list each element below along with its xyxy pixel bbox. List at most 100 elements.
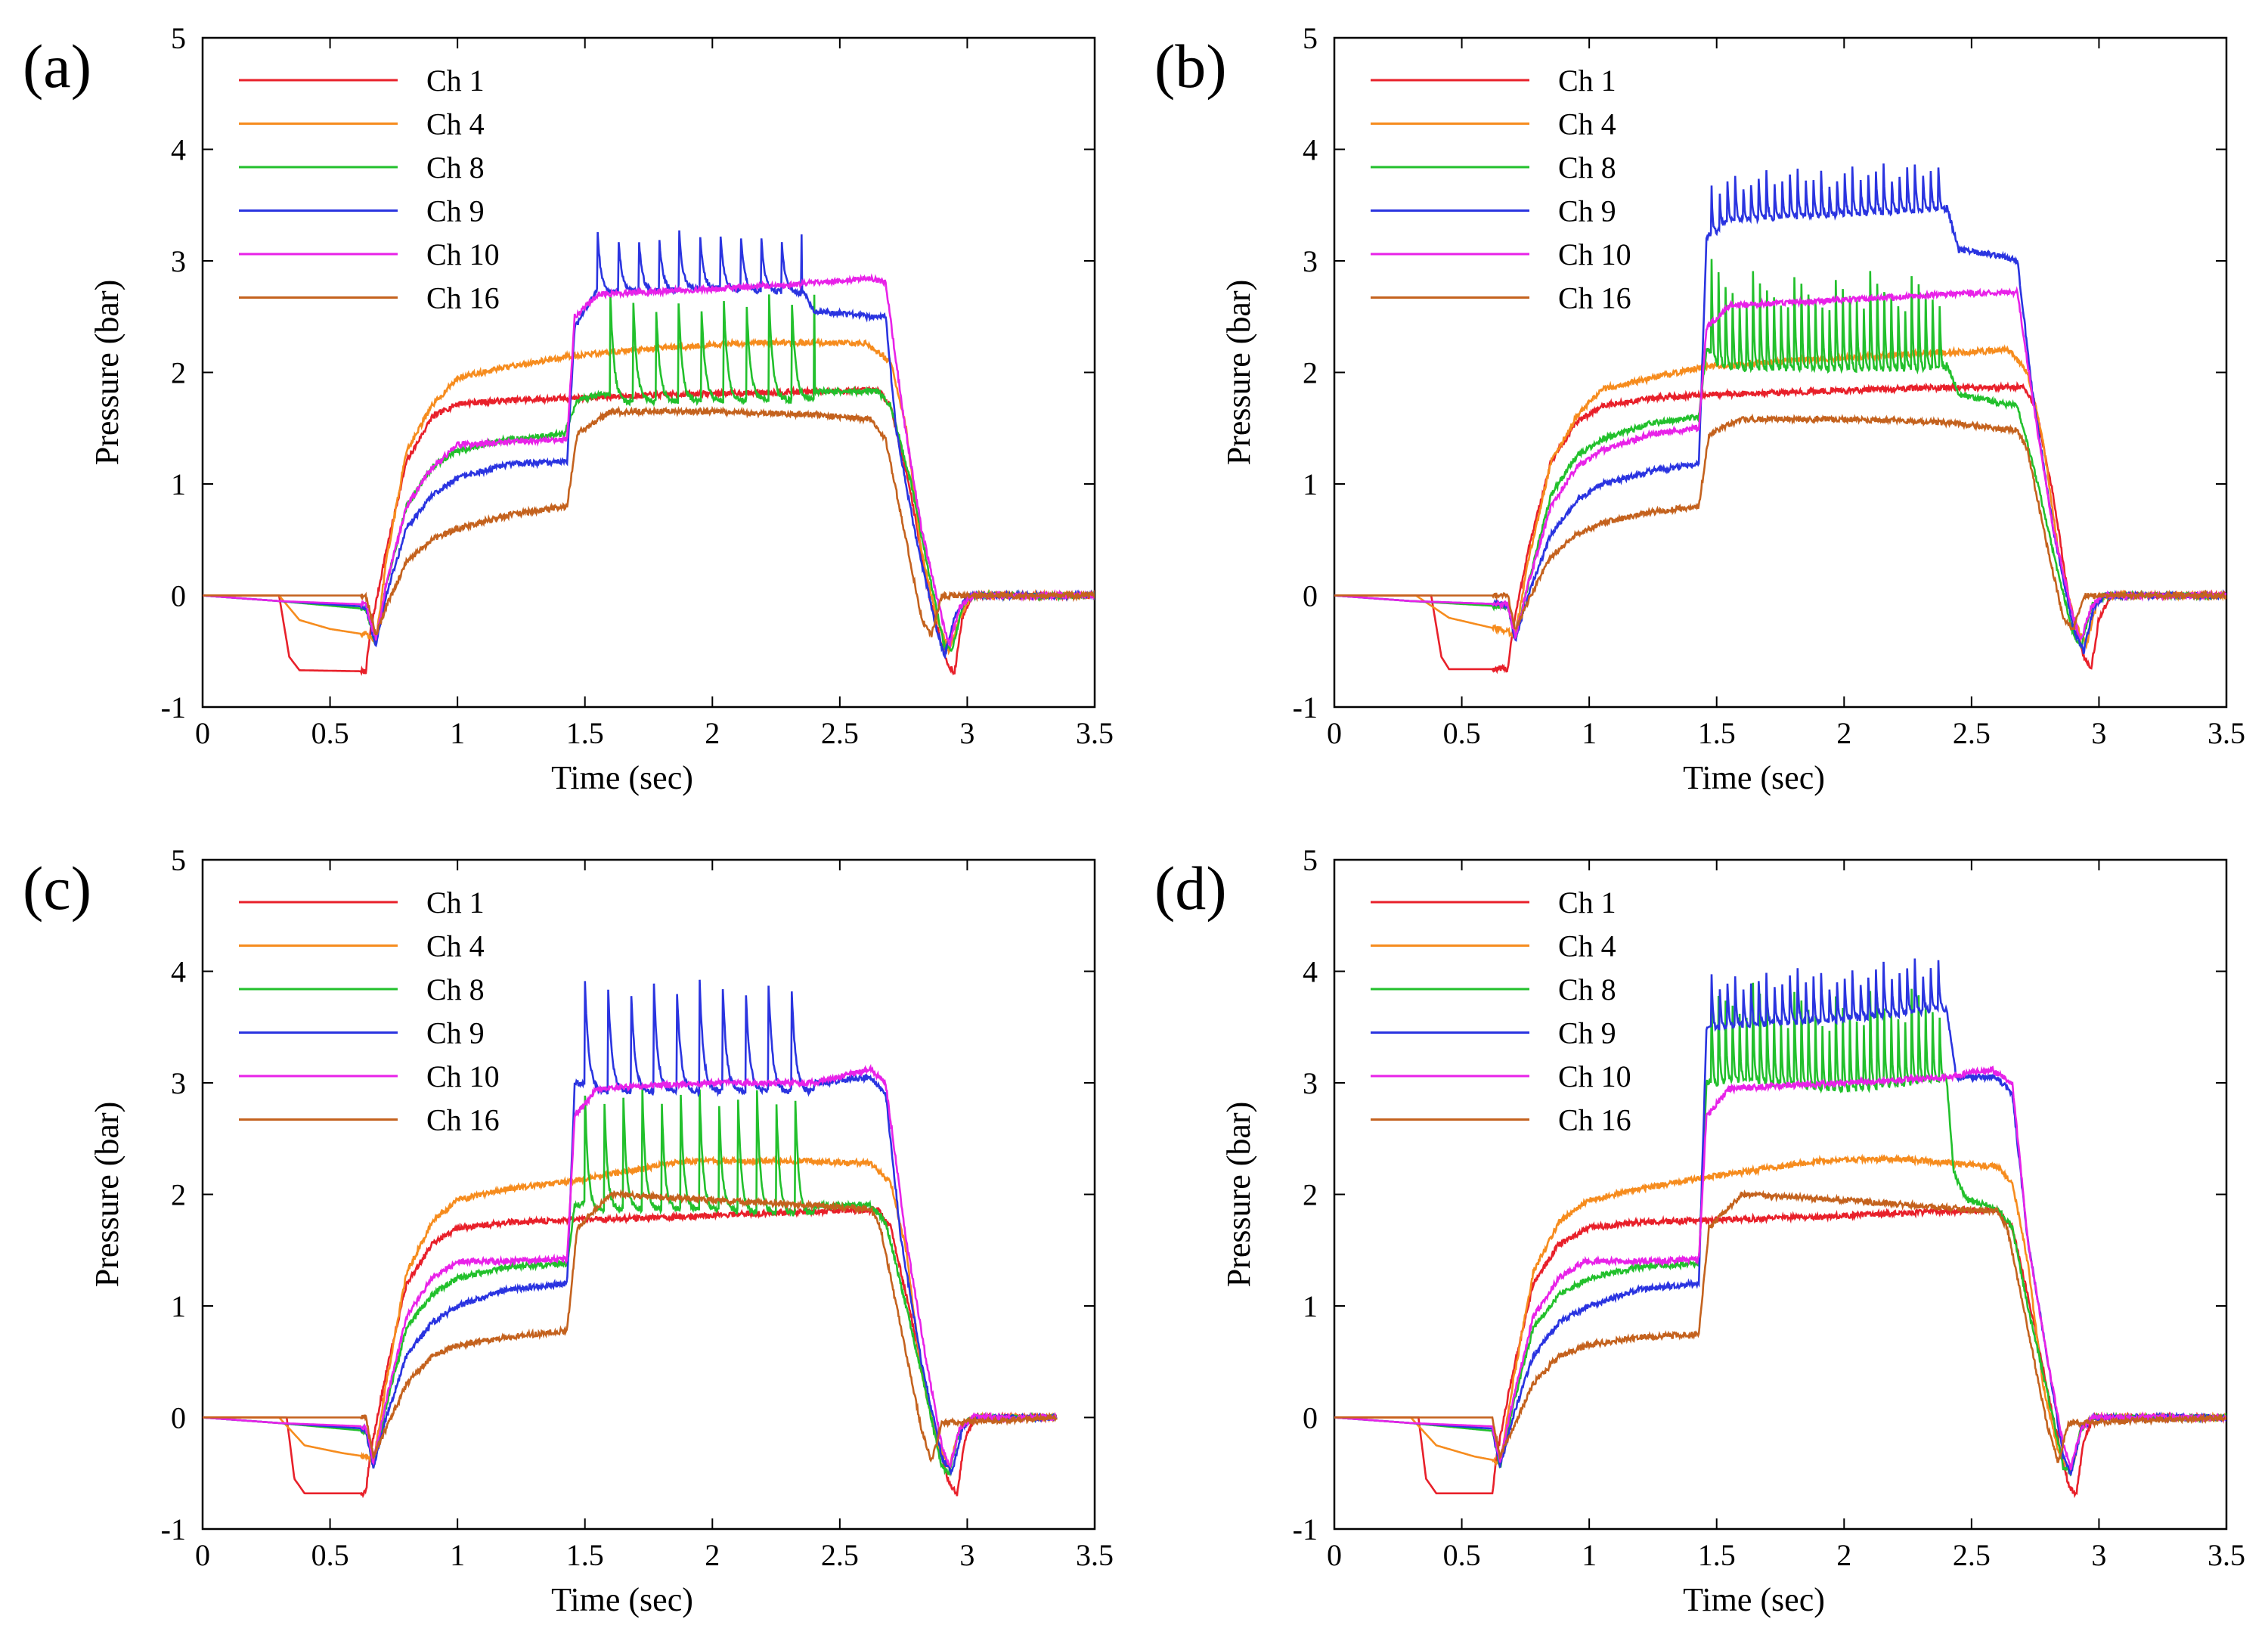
legend-label: Ch 10 <box>426 237 500 271</box>
y-tick-label: 2 <box>171 1178 186 1212</box>
series-line-ch-10 <box>1334 1065 2226 1470</box>
y-tick-label: 3 <box>1303 244 1318 278</box>
y-tick-label: 2 <box>171 356 186 390</box>
series-line-ch-10 <box>1334 286 2226 640</box>
x-tick-label: 2 <box>705 716 720 750</box>
x-tick-label: 1.5 <box>1698 1538 1736 1572</box>
y-tick-label: 4 <box>171 133 186 167</box>
x-tick-label: 3.5 <box>1076 1538 1114 1572</box>
series-line-ch-10 <box>203 273 1095 649</box>
y-tick-label: 4 <box>1303 133 1318 167</box>
x-tick-label: 2.5 <box>821 716 859 750</box>
x-axis-label: Time (sec) <box>551 1581 693 1618</box>
x-tick-label: 0 <box>1327 1538 1342 1572</box>
x-tick-label: 0.5 <box>1443 1538 1481 1572</box>
y-tick-label: 3 <box>171 244 186 278</box>
legend-label: Ch 4 <box>426 107 485 141</box>
legend-label: Ch 1 <box>426 885 485 920</box>
legend-label: Ch 1 <box>426 64 485 98</box>
y-axis-label: Pressure (bar) <box>1220 280 1257 466</box>
x-tick-label: 0.5 <box>1443 716 1481 750</box>
series-line-ch-9 <box>203 230 1095 660</box>
y-tick-label: -1 <box>161 690 186 724</box>
panel-1: (a) 0 0.5 1 1.5 2 2.5 3 3.5 -1 0 1 2 3 4 5 Time (sec) Pre… <box>23 21 1114 796</box>
y-tick-label: 1 <box>171 467 186 501</box>
series-line-ch-16 <box>203 1189 1058 1463</box>
y-tick-label: -1 <box>1293 690 1318 724</box>
series-line-ch-8 <box>1334 982 2226 1477</box>
y-tick-label: 5 <box>171 21 186 55</box>
x-tick-label: 3 <box>959 716 974 750</box>
legend-label: Ch 10 <box>1558 1059 1631 1093</box>
series-line-ch-10 <box>203 1064 1057 1469</box>
y-tick-label: 1 <box>1303 467 1318 501</box>
series-line-ch-1 <box>203 1205 1058 1499</box>
x-tick-label: 0 <box>195 1538 210 1572</box>
panel-4: (d) 0 0.5 1 1.5 2 2.5 3 3.5 -1 0 1 2 3 4 5 Time (sec) Pre… <box>1154 843 2245 1618</box>
x-tick-label: 3 <box>2091 1538 2106 1572</box>
y-tick-label: 0 <box>1303 579 1318 613</box>
legend-label: Ch 4 <box>1558 107 1616 141</box>
panel-label: (d) <box>1154 854 1227 923</box>
panel-label: (b) <box>1154 32 1227 101</box>
panel-label: (a) <box>23 32 91 101</box>
legend-label: Ch 4 <box>426 929 485 963</box>
x-axis-label: Time (sec) <box>1683 1581 1825 1618</box>
legend-label: Ch 16 <box>1558 281 1631 315</box>
legend-label: Ch 8 <box>426 972 485 1006</box>
y-tick-label: -1 <box>161 1512 186 1546</box>
y-tick-label: -1 <box>1293 1512 1318 1546</box>
legend-label: Ch 16 <box>426 281 500 315</box>
x-tick-label: 1 <box>1582 716 1597 750</box>
x-tick-label: 1.5 <box>566 716 604 750</box>
y-axis-label: Pressure (bar) <box>88 1102 125 1288</box>
legend-label: Ch 8 <box>426 150 485 185</box>
y-tick-label: 0 <box>1303 1401 1318 1435</box>
y-tick-label: 0 <box>171 1401 186 1435</box>
x-tick-label: 2.5 <box>821 1538 859 1572</box>
series-line-ch-4 <box>203 1155 1058 1473</box>
legend-label: Ch 16 <box>426 1103 500 1137</box>
x-tick-label: 3 <box>2091 716 2106 750</box>
legend-label: Ch 1 <box>1558 885 1616 920</box>
legend-label: Ch 10 <box>1558 237 1631 271</box>
x-tick-label: 3.5 <box>1076 716 1114 750</box>
x-tick-label: 0.5 <box>311 1538 349 1572</box>
y-tick-label: 4 <box>1303 955 1318 989</box>
x-tick-label: 1 <box>450 716 465 750</box>
y-tick-label: 3 <box>1303 1066 1318 1100</box>
legend-label: Ch 9 <box>426 194 485 228</box>
x-tick-label: 2 <box>1836 716 1851 750</box>
legend-label: Ch 8 <box>1558 150 1616 185</box>
panel-3: (c) 0 0.5 1 1.5 2 2.5 3 3.5 -1 0 1 2 3 4 5 Time (sec) Pre… <box>23 843 1114 1618</box>
legend-label: Ch 4 <box>1558 929 1616 963</box>
series-line-ch-1 <box>1334 1204 2226 1499</box>
series-line-ch-1 <box>203 385 1095 676</box>
y-tick-label: 3 <box>171 1066 186 1100</box>
series-line-ch-9 <box>1334 163 2226 655</box>
y-tick-label: 5 <box>1303 21 1318 55</box>
x-tick-label: 0.5 <box>311 716 349 750</box>
x-axis-label: Time (sec) <box>551 759 693 796</box>
legend-label: Ch 9 <box>1558 194 1616 228</box>
x-tick-label: 1.5 <box>1698 716 1736 750</box>
legend-label: Ch 9 <box>426 1016 485 1050</box>
y-tick-label: 5 <box>1303 843 1318 877</box>
legend-label: Ch 1 <box>1558 64 1616 98</box>
panel-2: (b) 0 0.5 1 1.5 2 2.5 3 3.5 -1 0 1 2 3 4 5 Time (sec) Pre… <box>1154 21 2245 796</box>
x-tick-label: 0 <box>195 716 210 750</box>
series-line-ch-8 <box>1334 259 2226 649</box>
legend-label: Ch 9 <box>1558 1016 1616 1050</box>
y-tick-label: 0 <box>171 579 186 613</box>
series-line-ch-4 <box>203 337 1095 656</box>
x-tick-label: 2.5 <box>1953 716 1991 750</box>
series-line-ch-16 <box>203 405 1095 638</box>
y-tick-label: 5 <box>171 843 186 877</box>
x-tick-label: 1 <box>450 1538 465 1572</box>
series-line-ch-16 <box>1334 413 2226 631</box>
y-tick-label: 2 <box>1303 1178 1318 1212</box>
x-tick-label: 3.5 <box>2208 716 2245 750</box>
legend-label: Ch 10 <box>426 1059 500 1093</box>
y-tick-label: 1 <box>171 1289 186 1323</box>
